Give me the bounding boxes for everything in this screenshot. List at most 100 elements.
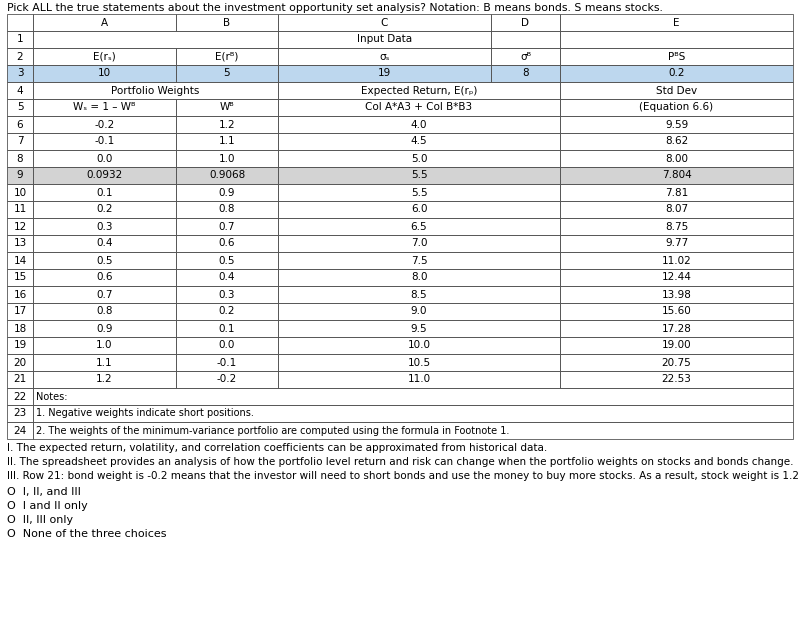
Bar	[278, 48, 491, 65]
Bar	[176, 14, 278, 31]
Bar	[176, 116, 278, 133]
Bar	[278, 65, 491, 82]
Bar	[176, 167, 278, 184]
Text: 8: 8	[17, 153, 23, 164]
Bar	[33, 82, 278, 99]
Bar	[33, 218, 176, 235]
Bar	[278, 14, 491, 31]
Text: D: D	[522, 18, 530, 28]
Bar	[7, 405, 33, 422]
Bar	[176, 201, 278, 218]
Bar	[7, 286, 33, 303]
Bar	[7, 150, 33, 167]
Bar	[33, 150, 176, 167]
Bar	[33, 48, 176, 65]
Bar	[176, 337, 278, 354]
Text: 20.75: 20.75	[662, 357, 691, 367]
Bar	[560, 354, 793, 371]
Bar	[176, 184, 278, 201]
Bar	[176, 150, 278, 167]
Bar	[33, 405, 793, 422]
Bar	[278, 133, 560, 150]
Bar	[176, 99, 278, 116]
Bar	[278, 269, 560, 286]
Text: 5.0: 5.0	[410, 153, 427, 164]
Text: 18: 18	[14, 323, 26, 333]
Text: I. The expected return, volatility, and correlation coefficients can be approxim: I. The expected return, volatility, and …	[7, 443, 547, 453]
Bar	[560, 337, 793, 354]
Bar	[560, 303, 793, 320]
Bar	[560, 286, 793, 303]
Bar	[560, 371, 793, 388]
Bar	[33, 252, 176, 269]
Bar	[278, 303, 560, 320]
Bar	[176, 235, 278, 252]
Bar	[560, 269, 793, 286]
Text: 19: 19	[378, 69, 391, 79]
Bar	[176, 286, 278, 303]
Text: 17: 17	[14, 306, 26, 316]
Bar	[560, 14, 793, 31]
Text: 15: 15	[14, 272, 26, 282]
Text: 9.77: 9.77	[665, 238, 688, 248]
Bar	[560, 65, 793, 82]
Text: 1.0: 1.0	[96, 340, 113, 350]
Text: 0.8: 0.8	[96, 306, 113, 316]
Text: 0.2: 0.2	[96, 204, 113, 214]
Bar	[33, 320, 176, 337]
Bar	[7, 235, 33, 252]
Bar	[278, 133, 560, 150]
Bar	[33, 14, 176, 31]
Bar	[560, 65, 793, 82]
Bar	[176, 371, 278, 388]
Text: 1.2: 1.2	[96, 374, 113, 384]
Bar	[278, 65, 491, 82]
Bar	[491, 14, 560, 31]
Text: 0.3: 0.3	[218, 289, 235, 299]
Text: (Equation 6.6): (Equation 6.6)	[639, 103, 714, 113]
Bar	[560, 150, 793, 167]
Text: 7: 7	[17, 136, 23, 147]
Text: II. The spreadsheet provides an analysis of how the portfolio level return and r: II. The spreadsheet provides an analysis…	[7, 457, 794, 467]
Text: -0.1: -0.1	[217, 357, 237, 367]
Bar	[7, 133, 33, 150]
Text: 8.00: 8.00	[665, 153, 688, 164]
Text: 5.5: 5.5	[410, 170, 427, 181]
Text: 8.0: 8.0	[410, 272, 427, 282]
Text: 8.62: 8.62	[665, 136, 688, 147]
Bar	[278, 303, 560, 320]
Text: Portfolio Weights: Portfolio Weights	[111, 86, 200, 96]
Text: 5: 5	[224, 69, 230, 79]
Bar	[278, 31, 491, 48]
Bar	[560, 303, 793, 320]
Bar	[33, 354, 176, 371]
Bar	[278, 201, 560, 218]
Text: 19: 19	[14, 340, 26, 350]
Text: 21: 21	[14, 374, 26, 384]
Text: 0.2: 0.2	[218, 306, 235, 316]
Bar	[176, 65, 278, 82]
Text: 9.59: 9.59	[665, 120, 688, 130]
Text: 7.5: 7.5	[410, 255, 427, 265]
Bar	[176, 371, 278, 388]
Bar	[33, 337, 176, 354]
Bar	[560, 99, 793, 116]
Bar	[33, 286, 176, 303]
Bar	[560, 371, 793, 388]
Bar	[491, 31, 560, 48]
Bar	[33, 235, 176, 252]
Bar	[176, 354, 278, 371]
Text: 0.9: 0.9	[96, 323, 113, 333]
Bar	[176, 303, 278, 320]
Bar	[33, 48, 176, 65]
Bar	[278, 320, 560, 337]
Text: 10: 10	[98, 69, 111, 79]
Bar	[176, 252, 278, 269]
Bar	[33, 371, 176, 388]
Text: 0.0932: 0.0932	[86, 170, 122, 181]
Text: 11.02: 11.02	[662, 255, 691, 265]
Text: -0.2: -0.2	[217, 374, 237, 384]
Text: 12.44: 12.44	[662, 272, 691, 282]
Bar	[176, 337, 278, 354]
Bar	[7, 388, 33, 405]
